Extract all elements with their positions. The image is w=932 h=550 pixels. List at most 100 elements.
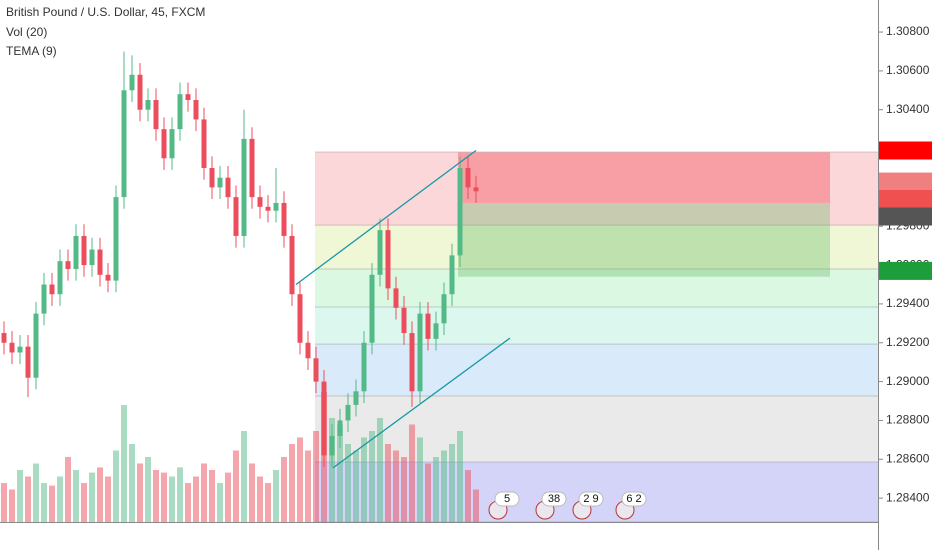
candle-body xyxy=(9,342,15,353)
candle-body xyxy=(137,74,143,110)
volume-bar xyxy=(241,431,247,522)
candle-body xyxy=(417,313,423,392)
candle-body xyxy=(257,197,263,207)
candle-body xyxy=(425,313,431,339)
candle-body xyxy=(305,342,311,359)
event-flag: 5 xyxy=(488,491,520,520)
candle-body xyxy=(457,167,463,256)
price-badge xyxy=(879,172,932,191)
volume-bar xyxy=(305,450,311,522)
candle-body xyxy=(113,197,119,281)
fib-zone xyxy=(315,268,878,308)
candle-body xyxy=(313,358,319,382)
volume-bar xyxy=(393,450,399,522)
candle-body xyxy=(393,288,399,308)
volume-bar xyxy=(81,483,87,522)
volume-bar xyxy=(377,418,383,522)
volume-bar xyxy=(233,450,239,522)
volume-bar xyxy=(329,418,335,522)
y-tick-label: 1.30400 xyxy=(886,102,930,116)
y-tick-label: 1.28600 xyxy=(886,451,930,465)
volume-bar xyxy=(89,472,95,522)
candle-body xyxy=(433,323,439,339)
volume-bar xyxy=(401,457,407,522)
volume-bar xyxy=(209,470,215,522)
volume-bar xyxy=(193,476,199,522)
candle-body xyxy=(33,313,39,378)
volume-bar xyxy=(177,467,183,522)
candle-body xyxy=(265,206,271,211)
volume-bar xyxy=(25,476,31,522)
event-badge xyxy=(578,491,604,507)
volume-bar xyxy=(185,483,191,522)
fib-zone xyxy=(315,344,878,396)
volume-bar xyxy=(33,463,39,522)
candle-body xyxy=(17,346,23,353)
candle-body xyxy=(273,202,279,211)
volume-bar xyxy=(337,424,343,522)
candle-body xyxy=(241,138,247,236)
candle-body xyxy=(297,294,303,343)
indicator-label: Vol (20) xyxy=(6,25,47,39)
price-badge xyxy=(879,141,932,160)
candle-body xyxy=(473,187,479,192)
target-zone xyxy=(458,202,830,277)
candle-body xyxy=(321,381,327,456)
trend-line xyxy=(332,337,511,469)
volume-bar xyxy=(457,431,463,522)
volume-bar xyxy=(473,489,479,522)
volume-bar xyxy=(441,450,447,522)
candle-body xyxy=(449,255,455,295)
candle-body xyxy=(225,177,231,198)
volume-bar xyxy=(41,483,47,522)
candle-body xyxy=(217,177,223,188)
candle-body xyxy=(97,249,103,275)
price-badge xyxy=(879,207,932,226)
price-badge xyxy=(879,261,932,280)
candle-body xyxy=(441,294,447,324)
candle-body xyxy=(353,391,359,405)
event-label: 5 xyxy=(504,493,510,505)
event-badge xyxy=(621,491,647,507)
y-tick-label: 1.29400 xyxy=(886,296,930,310)
volume-bar xyxy=(369,431,375,522)
volume-bar xyxy=(65,457,71,522)
candle-body xyxy=(281,202,287,236)
candle-body xyxy=(409,333,415,392)
event-badge xyxy=(541,491,567,507)
candle-body xyxy=(169,129,175,159)
stop-zone xyxy=(458,152,830,203)
y-tick-label: 1.30600 xyxy=(886,63,930,77)
candle-body xyxy=(145,100,151,110)
price-badge xyxy=(879,190,932,209)
volume-bar xyxy=(1,483,7,522)
volume-bar xyxy=(265,483,271,522)
y-tick-label: 1.28800 xyxy=(886,413,930,427)
candle-body xyxy=(105,274,111,281)
candle-body xyxy=(329,435,335,456)
candle-body xyxy=(201,119,207,168)
volume-bar xyxy=(257,476,263,522)
candle-body xyxy=(129,74,135,91)
volume-bar xyxy=(425,463,431,522)
candle-body xyxy=(233,197,239,236)
candle-body xyxy=(57,261,63,295)
trend-line xyxy=(295,149,477,286)
volume-bar xyxy=(17,470,23,522)
fib-zone xyxy=(315,307,878,345)
candle-body xyxy=(153,100,159,130)
candle-body xyxy=(65,261,71,269)
candle-body xyxy=(177,94,183,130)
candle-body xyxy=(185,94,191,101)
volume-bar xyxy=(385,444,391,522)
candle-body xyxy=(81,235,87,266)
candle-body xyxy=(377,230,383,275)
volume-bar xyxy=(161,472,167,522)
event-badge xyxy=(494,491,520,507)
candle-body xyxy=(41,284,47,314)
volume-bar xyxy=(465,470,471,522)
event-label: 38 xyxy=(548,493,560,505)
volume-bar xyxy=(289,444,295,522)
y-tick-label: 1.28400 xyxy=(886,490,930,504)
